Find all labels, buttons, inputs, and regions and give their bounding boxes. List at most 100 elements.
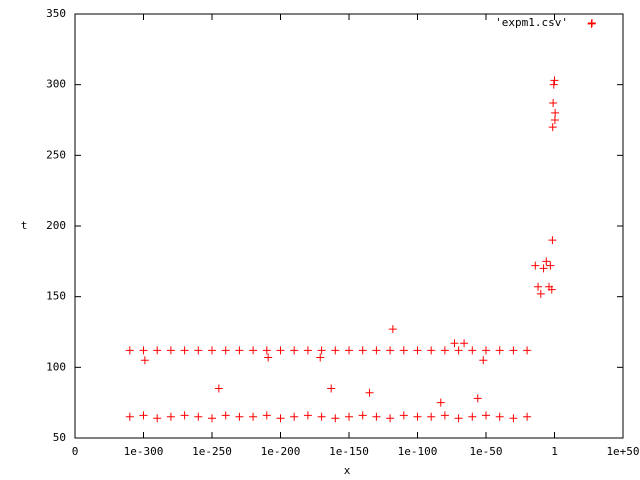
point	[372, 412, 381, 421]
x-tick-label: 0	[72, 445, 79, 458]
point	[399, 346, 408, 355]
point	[345, 346, 353, 355]
point	[551, 108, 560, 117]
x-tick-label: 1e-100	[398, 445, 438, 458]
point	[249, 346, 258, 355]
point	[208, 346, 216, 355]
point	[534, 282, 543, 291]
point	[386, 346, 395, 355]
plot-border	[74, 13, 624, 439]
point	[264, 353, 273, 362]
point	[221, 411, 230, 420]
x-tick-label: 1	[551, 445, 558, 458]
y-tick-label: 100	[46, 360, 66, 373]
point	[139, 346, 148, 355]
point	[235, 412, 244, 421]
point	[436, 398, 445, 407]
point	[440, 411, 449, 420]
point	[549, 99, 558, 108]
point	[235, 346, 244, 355]
x-tick-label: 1e-300	[124, 445, 164, 458]
x-tick-label: 1e-250	[192, 445, 232, 458]
point	[523, 346, 532, 355]
point	[509, 414, 518, 423]
point	[509, 346, 518, 355]
point	[587, 19, 596, 28]
y-tick-label: 200	[46, 219, 66, 232]
point	[194, 346, 203, 355]
point	[317, 346, 326, 355]
x-tick-label: 1e-50	[469, 445, 502, 458]
point	[125, 346, 134, 355]
point	[140, 356, 149, 365]
point	[221, 346, 230, 355]
point	[440, 346, 449, 355]
point	[531, 261, 540, 270]
point	[454, 414, 463, 423]
point	[303, 346, 312, 355]
point	[482, 346, 490, 355]
point	[358, 346, 367, 355]
point	[495, 412, 504, 421]
point	[547, 285, 556, 294]
y-axis-label: t	[21, 219, 28, 232]
point	[495, 346, 504, 355]
point	[290, 346, 299, 355]
point	[549, 80, 558, 89]
point	[345, 412, 353, 421]
point	[468, 346, 477, 355]
point	[139, 411, 148, 420]
point	[388, 325, 397, 334]
point	[276, 414, 285, 423]
point	[166, 412, 175, 421]
point	[454, 346, 463, 355]
point	[331, 414, 340, 423]
point	[276, 346, 285, 355]
point	[372, 346, 381, 355]
point	[166, 346, 175, 355]
point	[460, 339, 469, 348]
point	[539, 264, 548, 273]
point	[427, 346, 436, 355]
point	[546, 261, 555, 270]
y-tick-label: 150	[46, 290, 66, 303]
point	[358, 411, 367, 420]
point	[180, 411, 189, 420]
point	[331, 346, 340, 355]
point	[482, 411, 490, 420]
point	[386, 414, 395, 423]
legend-label: 'expm1.csv'	[495, 16, 568, 29]
point	[427, 412, 436, 421]
point	[327, 384, 336, 393]
point	[262, 411, 271, 420]
point	[548, 123, 557, 132]
point	[413, 346, 422, 355]
point	[317, 412, 326, 421]
point	[399, 411, 408, 420]
x-axis-label: x	[344, 464, 351, 477]
point	[550, 116, 559, 124]
point	[548, 236, 557, 245]
point	[153, 346, 162, 355]
y-tick-label: 350	[46, 7, 66, 20]
y-tick-label: 250	[46, 148, 66, 161]
point	[413, 412, 422, 421]
y-tick-label: 300	[46, 78, 66, 91]
legend-marker	[588, 19, 596, 27]
point	[153, 414, 162, 423]
point	[214, 384, 223, 393]
point	[523, 412, 532, 421]
point	[316, 353, 325, 362]
point	[262, 346, 271, 355]
point	[180, 346, 189, 355]
point	[468, 412, 477, 421]
point	[536, 289, 545, 298]
point	[473, 394, 482, 403]
point	[249, 412, 258, 421]
x-tick-label: 1e-150	[329, 445, 369, 458]
point	[125, 412, 134, 421]
point	[303, 411, 312, 420]
point	[542, 257, 551, 266]
point	[365, 388, 374, 397]
y-tick-label: 50	[53, 431, 66, 444]
